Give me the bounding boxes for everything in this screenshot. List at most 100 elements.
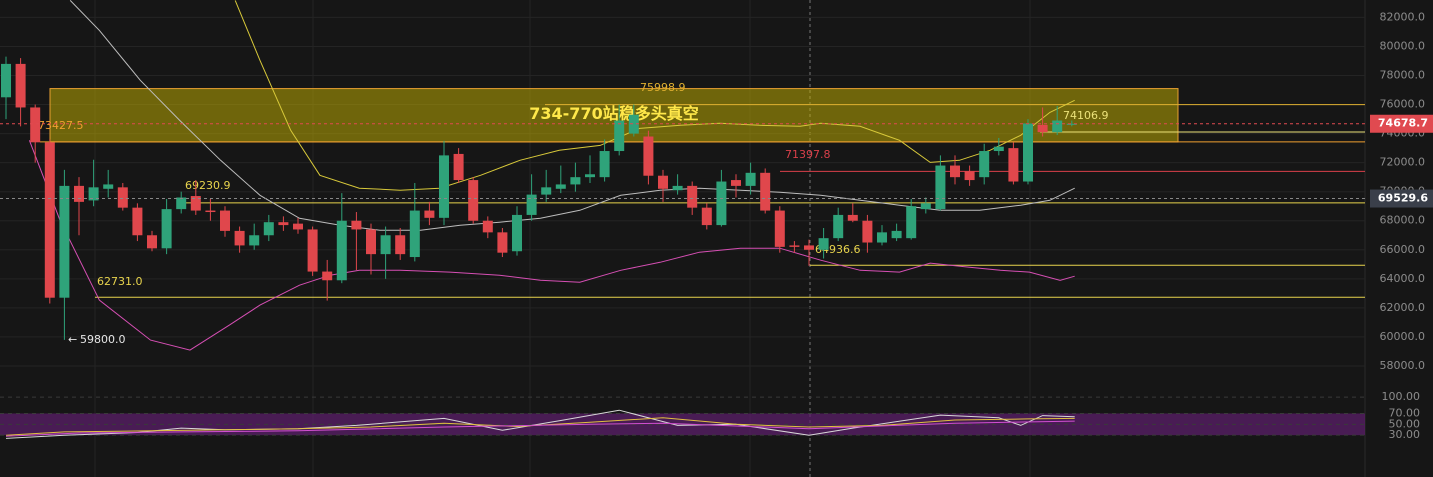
candle-body [570, 177, 581, 185]
candle-body [906, 206, 917, 239]
y-tick-label: 76000.0 [1380, 98, 1426, 111]
ma-line [234, 0, 1075, 191]
candle-body [336, 220, 347, 281]
candle-body [453, 153, 464, 181]
candle-body [847, 214, 858, 221]
candle-body [1008, 148, 1019, 182]
candle-body [1052, 120, 1063, 133]
candle-body [497, 232, 508, 253]
candle-body [234, 230, 245, 246]
candle-body [833, 214, 844, 239]
candle-body [395, 235, 406, 255]
candle-body [585, 174, 595, 178]
candle-body [862, 220, 873, 243]
y-tick-label: 78000.0 [1380, 69, 1426, 82]
candle-body [278, 222, 289, 226]
candle-body [161, 209, 172, 249]
level-label: 69230.9 [185, 179, 231, 192]
indicator-line [5, 417, 1075, 436]
level-label: 62731.0 [97, 275, 143, 288]
candle-body [59, 185, 70, 298]
y-tick-label: 80000.0 [1380, 39, 1426, 52]
candle-body [409, 210, 420, 258]
candle-body [351, 220, 362, 230]
candle-body [745, 172, 756, 186]
candle-body [1037, 124, 1048, 133]
candle-body [30, 107, 41, 143]
candle-body [103, 184, 114, 189]
candle-body [687, 185, 698, 208]
candle-body [307, 229, 318, 272]
candle-body [993, 146, 1004, 152]
candle-body [147, 235, 157, 249]
ma-line [28, 140, 1075, 351]
candle-body [614, 120, 625, 152]
candle-body [599, 151, 610, 178]
zone [49, 88, 1179, 143]
candle-body [950, 165, 960, 178]
candle-body [44, 142, 55, 298]
candle-body [526, 194, 537, 215]
price-tag-label: 74678.7 [1378, 117, 1428, 130]
candle-body [891, 230, 902, 239]
level-label: 73427.5 [38, 119, 84, 132]
y-tick-label: 30.00 [1389, 428, 1421, 441]
candle-body [818, 238, 829, 250]
candle-body [789, 245, 800, 247]
level-label: 74106.9 [1063, 109, 1109, 122]
candle-body [1023, 123, 1033, 182]
candle-body [658, 175, 668, 189]
indicator-line [5, 420, 1075, 437]
y-tick-label: 70.00 [1389, 406, 1421, 419]
candle-body [774, 210, 785, 247]
level-label: 71397.8 [785, 148, 831, 161]
y-tick-label: 72000.0 [1380, 156, 1426, 169]
candle-body [920, 203, 931, 210]
candle-body [964, 171, 975, 181]
candle-body [88, 187, 99, 201]
candle-body [220, 210, 230, 231]
level-label: 59800.0 [80, 333, 126, 346]
y-tick-label: 58000.0 [1380, 359, 1426, 372]
candle-body [424, 210, 435, 218]
candle-body [322, 271, 333, 281]
zone-label: 734-770站稳多头真空 [529, 104, 698, 123]
y-tick-label: 82000.0 [1380, 10, 1426, 23]
candle-body [555, 184, 566, 189]
y-tick-label: 66000.0 [1380, 243, 1426, 256]
y-tick-label: 100.00 [1382, 390, 1421, 403]
candle-body [1066, 123, 1077, 125]
y-tick-label: 68000.0 [1380, 214, 1426, 227]
price-tag [1370, 114, 1433, 133]
candle-body [512, 214, 522, 252]
candle-body [804, 245, 814, 250]
candle-body [293, 223, 303, 230]
candle-body [643, 136, 654, 176]
candle-body [628, 114, 639, 134]
candle-body [117, 187, 128, 208]
y-tick-label: 50.00 [1389, 417, 1421, 430]
candle-body [672, 185, 683, 191]
candle-body [760, 172, 771, 211]
candle-body [1, 63, 11, 98]
candle-body [468, 180, 479, 221]
y-tick-label: 62000.0 [1380, 301, 1426, 314]
candle-body [366, 229, 376, 255]
indicator-line [5, 409, 1075, 439]
candle-body [263, 222, 274, 236]
candle-body [205, 210, 216, 213]
candle-body [380, 235, 391, 255]
price-tag [1370, 189, 1433, 208]
candle-body [249, 235, 260, 246]
y-tick-label: 60000.0 [1380, 330, 1426, 343]
candle-body [877, 232, 887, 243]
candle-body [15, 63, 26, 108]
price-tag-label: 69529.6 [1378, 192, 1428, 205]
candle-body [176, 197, 187, 210]
candle-body [731, 180, 741, 186]
candle-body [74, 185, 84, 202]
level-arrow: ← [68, 333, 77, 346]
